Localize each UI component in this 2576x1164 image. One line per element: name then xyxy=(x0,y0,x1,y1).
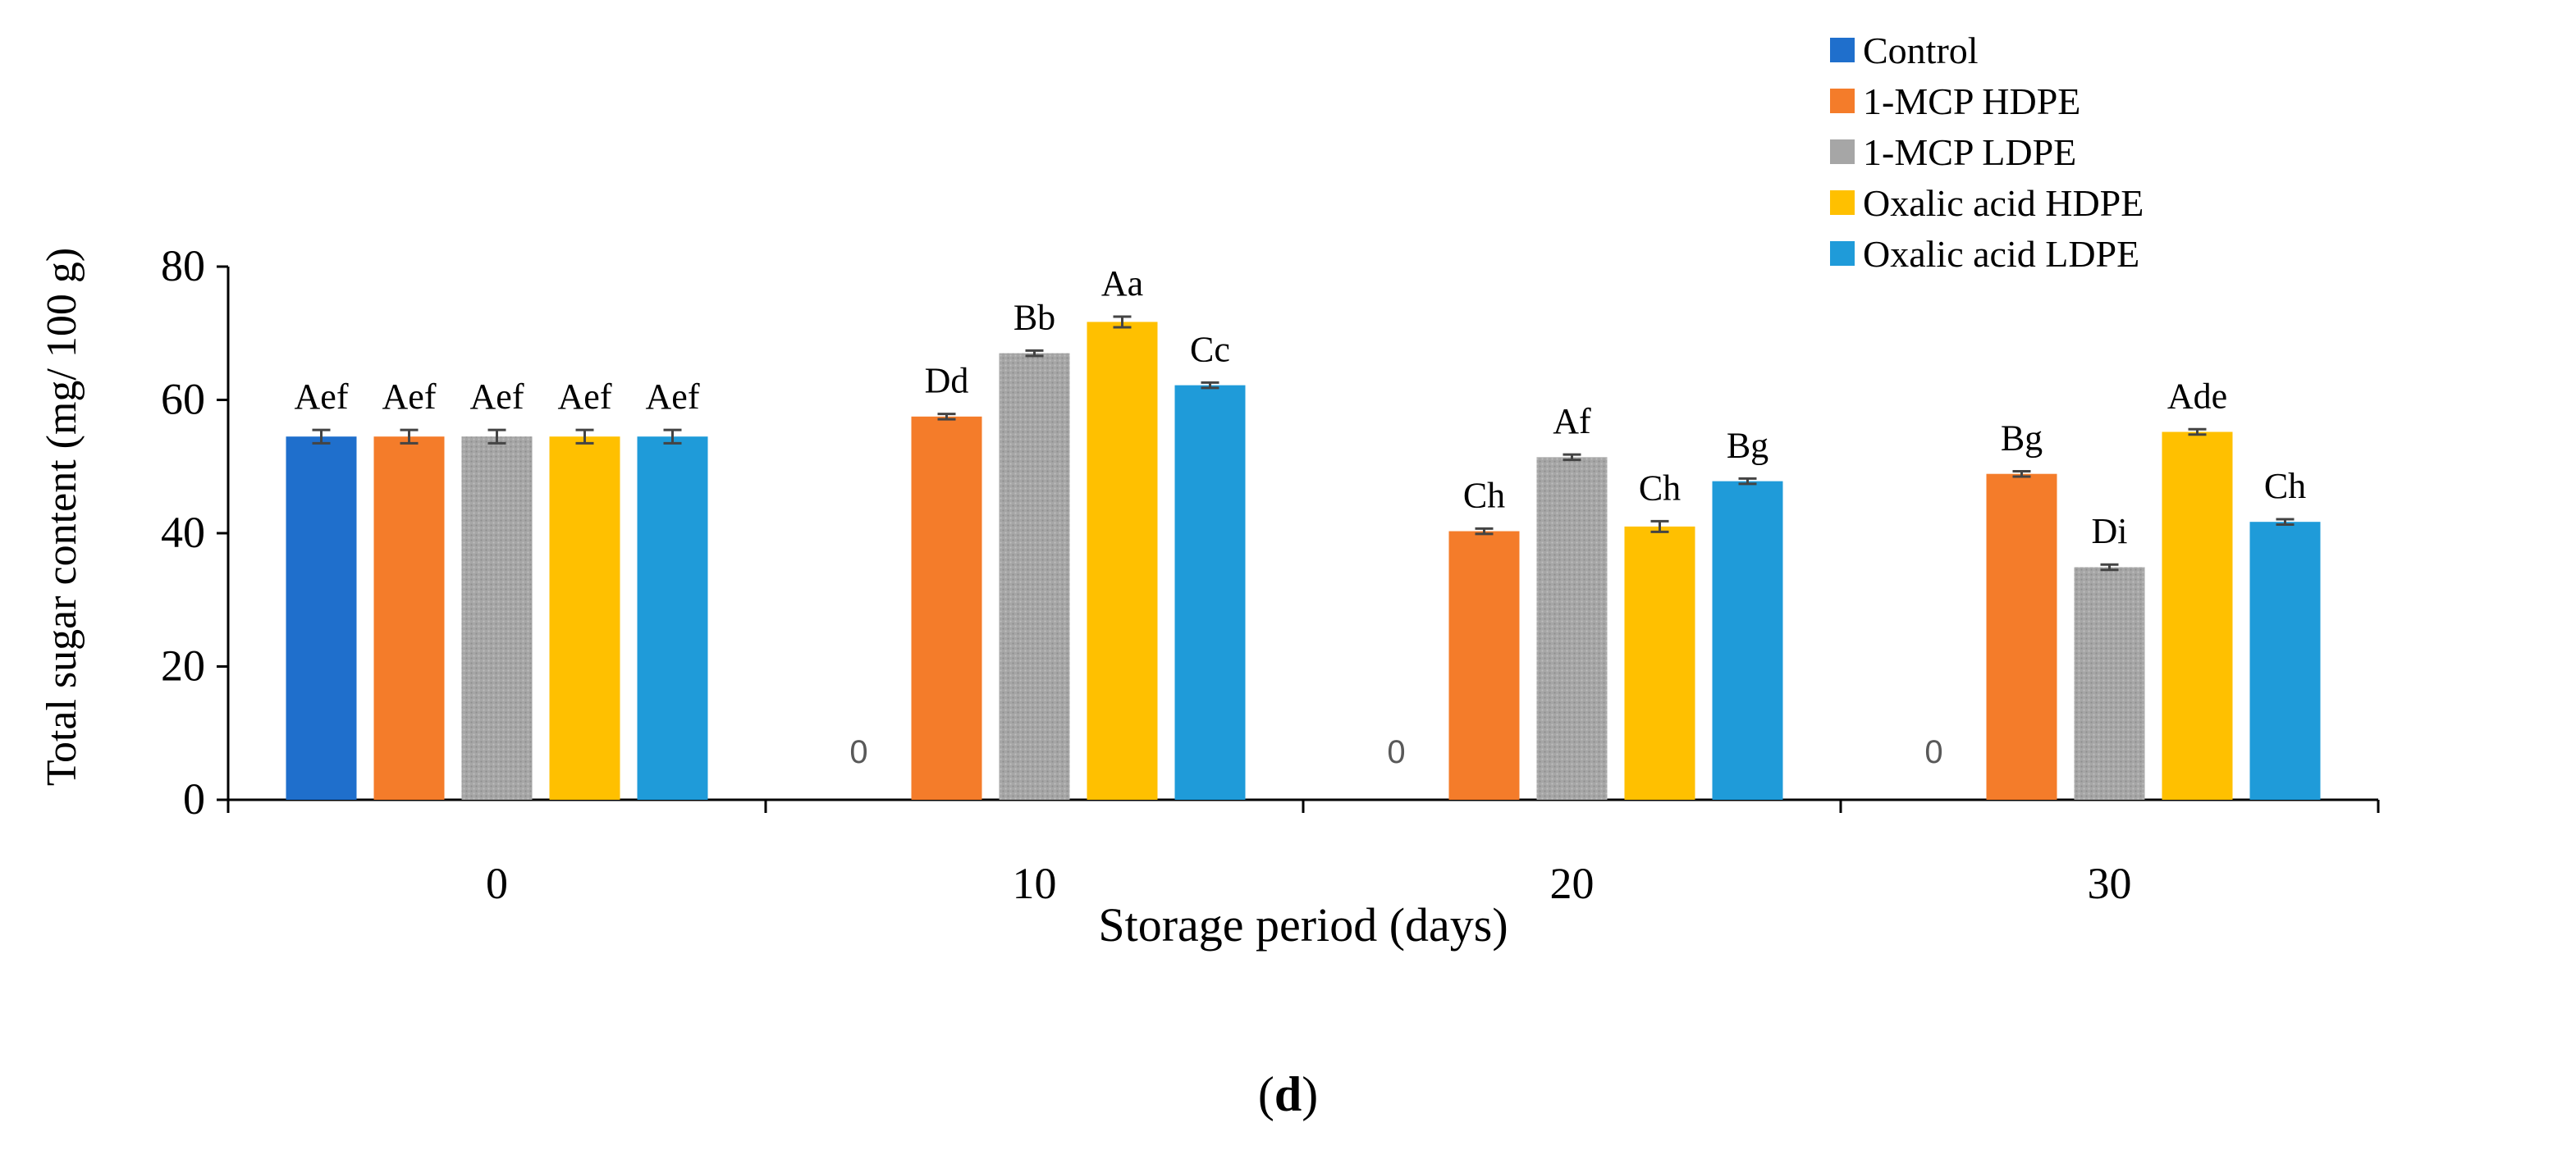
legend-label: Oxalic acid HDPE xyxy=(1863,181,2144,224)
bar xyxy=(1624,526,1695,800)
bar xyxy=(637,436,708,800)
legend-item: Control xyxy=(1830,25,2144,75)
bar xyxy=(461,436,533,800)
data-label: Ch xyxy=(2264,466,2306,506)
data-label: Bg xyxy=(2001,418,2043,458)
legend: Control 1-MCP HDPE 1-MCP LDPE Oxalic acid H… xyxy=(1830,25,2144,279)
legend-label: 1-MCP LDPE xyxy=(1863,130,2077,173)
legend-label: 1-MCP HDPE xyxy=(1863,80,2081,122)
bar xyxy=(999,353,1070,800)
data-label: 0 xyxy=(1924,734,1942,770)
x-axis: 0 10 20 30 xyxy=(226,798,2380,908)
x-axis-title: Storage period (days) xyxy=(1098,898,1508,952)
x-tick-label: 20 xyxy=(1550,859,1595,908)
legend-item: 1-MCP HDPE xyxy=(1830,75,2144,126)
x-axis-title-text: Storage period (days) xyxy=(1098,898,1508,952)
legend-label: Oxalic acid LDPE xyxy=(1863,232,2140,275)
y-axis-title-text: Total sugar content (mg/ 100 g) xyxy=(39,248,85,786)
x-tick-label: 10 xyxy=(1013,859,1057,908)
bar xyxy=(1087,322,1158,800)
data-label: Bb xyxy=(1013,297,1055,337)
y-axis-title: Total sugar content (mg/ 100 g) xyxy=(39,248,85,786)
data-label: Aef xyxy=(382,377,437,417)
data-label: Ch xyxy=(1463,475,1505,515)
bar xyxy=(911,416,982,800)
bar xyxy=(1536,457,1608,800)
data-label: 0 xyxy=(849,734,867,770)
data-label: Cc xyxy=(1190,329,1230,369)
legend-swatch xyxy=(1830,89,1855,113)
data-label: Ch xyxy=(1639,468,1681,508)
panel-letter: d xyxy=(1274,1067,1302,1121)
data-label: 0 xyxy=(1387,734,1405,770)
legend-item: Oxalic acid LDPE xyxy=(1830,228,2144,279)
bar xyxy=(1986,473,2057,800)
bar xyxy=(1448,531,1520,800)
legend-item: 1-MCP LDPE xyxy=(1830,126,2144,177)
y-axis: 0 20 40 60 80 xyxy=(161,241,230,824)
bar xyxy=(2249,522,2321,800)
bar-group: Aef Aef Aef Aef Aef 0 Dd Bb Aa Cc 0 Ch Af Ch Bg 0 Bg Di Ad… xyxy=(286,263,2321,800)
bar xyxy=(549,436,620,800)
y-tick-label: 80 xyxy=(161,241,205,290)
bar xyxy=(373,436,445,800)
legend-label: Control xyxy=(1863,29,1979,71)
data-label: Aef xyxy=(558,377,612,417)
legend-swatch xyxy=(1830,241,1855,266)
data-label: Bg xyxy=(1727,425,1768,465)
data-label: Ade xyxy=(2167,376,2227,416)
panel-close-paren: ) xyxy=(1302,1067,1319,1121)
panel-label: (d) xyxy=(0,1066,2576,1123)
y-tick-label: 20 xyxy=(161,641,205,691)
legend-swatch xyxy=(1830,190,1855,215)
bar xyxy=(1174,385,1246,800)
legend-swatch xyxy=(1830,139,1855,164)
y-tick-label: 40 xyxy=(161,508,205,557)
y-tick-label: 60 xyxy=(161,375,205,424)
data-label: Dd xyxy=(925,361,969,401)
bar xyxy=(286,436,357,800)
bar xyxy=(2074,567,2145,800)
panel-open-paren: ( xyxy=(1257,1067,1274,1121)
data-label: Aa xyxy=(1101,263,1143,304)
bar xyxy=(1712,481,1783,800)
data-label: Aef xyxy=(295,377,349,417)
x-tick-label: 30 xyxy=(2088,859,2132,908)
data-label: Af xyxy=(1553,401,1591,441)
data-label: Aef xyxy=(646,377,700,417)
legend-swatch xyxy=(1830,38,1855,62)
bar xyxy=(2162,431,2233,800)
x-tick-label: 0 xyxy=(486,859,508,908)
data-label: Di xyxy=(2092,511,2128,551)
y-tick-label: 0 xyxy=(183,774,205,824)
data-label: Aef xyxy=(470,377,524,417)
legend-item: Oxalic acid HDPE xyxy=(1830,177,2144,228)
